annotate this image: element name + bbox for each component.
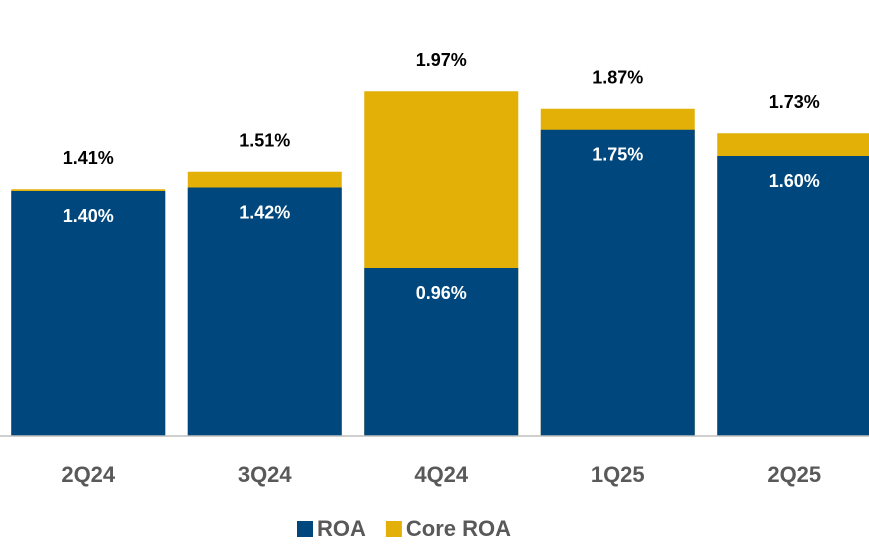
data-label: 1.60% <box>769 171 820 191</box>
data-label: 1.75% <box>592 145 643 165</box>
data-label: 1.42% <box>239 202 290 222</box>
data-label: 1.41% <box>63 148 114 168</box>
data-label: 1.97% <box>416 50 467 70</box>
x-tick-label: 2Q25 <box>767 462 821 487</box>
x-tick-label: 2Q24 <box>61 462 116 487</box>
bar <box>540 129 695 436</box>
bar <box>11 191 166 436</box>
x-tick-label: 4Q24 <box>414 462 469 487</box>
data-label: 0.96% <box>416 283 467 303</box>
bar <box>187 187 342 436</box>
legend-swatch <box>385 521 402 537</box>
data-label: 1.73% <box>769 92 820 112</box>
data-label: 1.40% <box>63 206 114 226</box>
bar <box>364 268 519 436</box>
legend-label: ROA <box>317 516 366 541</box>
data-label: 1.51% <box>239 131 290 151</box>
bar <box>717 156 869 436</box>
legend-label: Core ROA <box>406 516 511 541</box>
legend-swatch <box>297 521 313 537</box>
x-tick-label: 1Q25 <box>591 462 645 487</box>
x-tick-label: 3Q24 <box>238 462 293 487</box>
data-label: 1.87% <box>592 68 643 88</box>
